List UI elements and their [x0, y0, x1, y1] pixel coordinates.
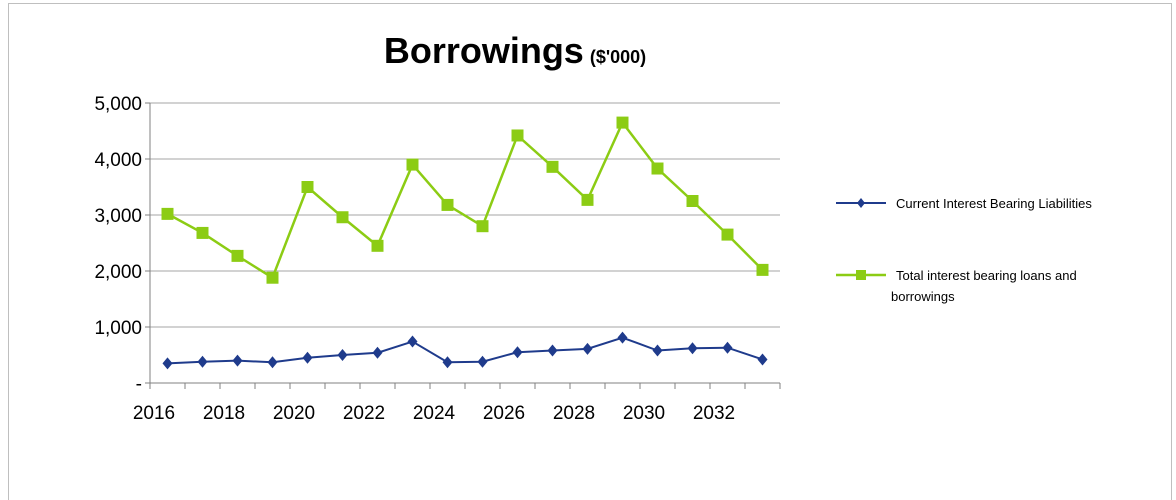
data-point: [581, 193, 594, 206]
data-point: [686, 195, 699, 207]
data-point: [442, 356, 453, 369]
data-point: [267, 356, 278, 369]
data-point: [722, 341, 733, 354]
data-point: [161, 207, 174, 220]
data-point: [232, 354, 243, 367]
x-tick-label: 2020: [273, 403, 315, 424]
data-point: [266, 271, 279, 284]
data-point: [757, 353, 768, 366]
chart-title: Borrowings ($'000): [0, 30, 1030, 72]
data-point: [756, 263, 769, 276]
chart-title-text: Borrowings: [383, 30, 584, 71]
legend-marker: [856, 270, 866, 280]
series-group: [161, 116, 769, 370]
data-point: [301, 181, 314, 193]
x-tick-label: 2032: [693, 403, 735, 424]
legend-label: borrowings: [891, 289, 955, 304]
legend-label: Current Interest Bearing Liabilities: [896, 196, 1092, 211]
x-axis-ticks: 2016 2018 2020 2022 2024 2026 2028 2030 2032: [133, 403, 735, 424]
y-tick-label: 1,000: [94, 318, 142, 339]
data-point: [302, 351, 313, 364]
y-tick-label: 3,000: [94, 206, 142, 227]
x-tick-label: 2024: [413, 403, 456, 424]
y-tick-label: -: [136, 374, 142, 395]
data-point: [476, 220, 489, 233]
series-2: [161, 116, 769, 284]
data-point: [547, 344, 558, 357]
chart-frame: [8, 3, 1172, 500]
data-point: [546, 160, 559, 173]
legend: Current Interest Bearing Liabilities Tota…: [836, 196, 1092, 304]
data-point: [651, 162, 664, 175]
data-point: [512, 346, 523, 359]
data-point: [336, 211, 349, 224]
x-tick-label: 2026: [483, 403, 525, 424]
data-point: [616, 116, 629, 129]
data-point: [197, 355, 208, 368]
x-tick-label: 2018: [203, 403, 245, 424]
y-tick-label: 5,000: [94, 94, 142, 115]
data-point: [441, 198, 454, 211]
axes: [145, 102, 781, 389]
data-point: [372, 346, 383, 359]
chart-title-unit: ($'000): [589, 47, 647, 67]
legend-entry: Total interest bearing loans and borrowin…: [836, 268, 1077, 304]
data-point: [407, 335, 418, 348]
data-point: [162, 357, 173, 370]
data-point: [582, 342, 593, 355]
data-point: [406, 158, 419, 171]
x-tick-label: 2016: [133, 403, 175, 424]
data-point: [511, 129, 524, 142]
legend-label: Total interest bearing loans and: [896, 268, 1077, 283]
x-tick-label: 2022: [343, 403, 385, 424]
data-point: [371, 239, 384, 252]
x-tick-label: 2028: [553, 403, 595, 424]
data-point: [196, 226, 209, 239]
series-line: [167, 336, 763, 365]
y-tick-label: 4,000: [94, 150, 142, 171]
data-point: [337, 349, 348, 361]
data-point: [652, 344, 663, 357]
legend-entry: Current Interest Bearing Liabilities: [836, 196, 1092, 211]
series-1: [162, 331, 768, 370]
data-point: [721, 228, 734, 241]
x-tick-label: 2030: [623, 403, 665, 424]
legend-marker: [857, 198, 865, 208]
y-tick-label: 2,000: [94, 262, 142, 283]
series-line: [166, 120, 764, 280]
data-point: [687, 342, 698, 355]
y-axis-ticks: - 1,000 2,000 3,000 4,000 5,000: [94, 94, 142, 395]
data-point: [617, 331, 628, 344]
data-point: [231, 249, 244, 262]
data-point: [477, 355, 488, 368]
